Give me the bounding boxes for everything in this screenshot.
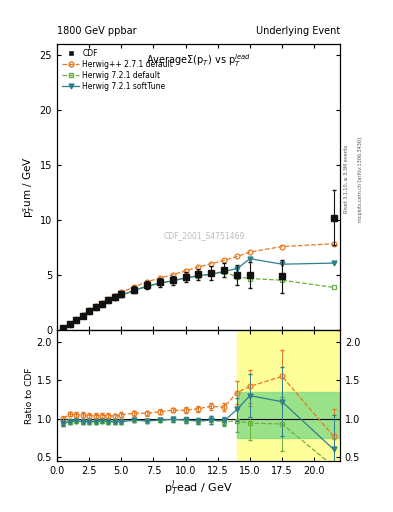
Y-axis label: p$_T^s$um / GeV: p$_T^s$um / GeV (22, 156, 37, 218)
Y-axis label: Ratio to CDF: Ratio to CDF (25, 368, 34, 424)
Text: mcplots.cern.ch [arXiv:1306.3436]: mcplots.cern.ch [arXiv:1306.3436] (358, 137, 363, 222)
Text: 1800 GeV ppbar: 1800 GeV ppbar (57, 26, 137, 36)
Text: Average$\Sigma$(p$_T$) vs p$_T^{lead}$: Average$\Sigma$(p$_T$) vs p$_T^{lead}$ (146, 52, 251, 69)
Bar (237, 392, 340, 438)
Text: CDF_2001_S4751469: CDF_2001_S4751469 (163, 231, 245, 240)
Text: Rivet 3.1.10, ≥ 3.3M events: Rivet 3.1.10, ≥ 3.3M events (344, 145, 349, 214)
X-axis label: p$_T^l$ead / GeV: p$_T^l$ead / GeV (164, 478, 233, 498)
Text: Underlying Event: Underlying Event (256, 26, 340, 36)
Bar (237, 330, 340, 461)
Legend: CDF, Herwig++ 2.7.1 default, Herwig 7.2.1 default, Herwig 7.2.1 softTune: CDF, Herwig++ 2.7.1 default, Herwig 7.2.… (61, 47, 174, 92)
